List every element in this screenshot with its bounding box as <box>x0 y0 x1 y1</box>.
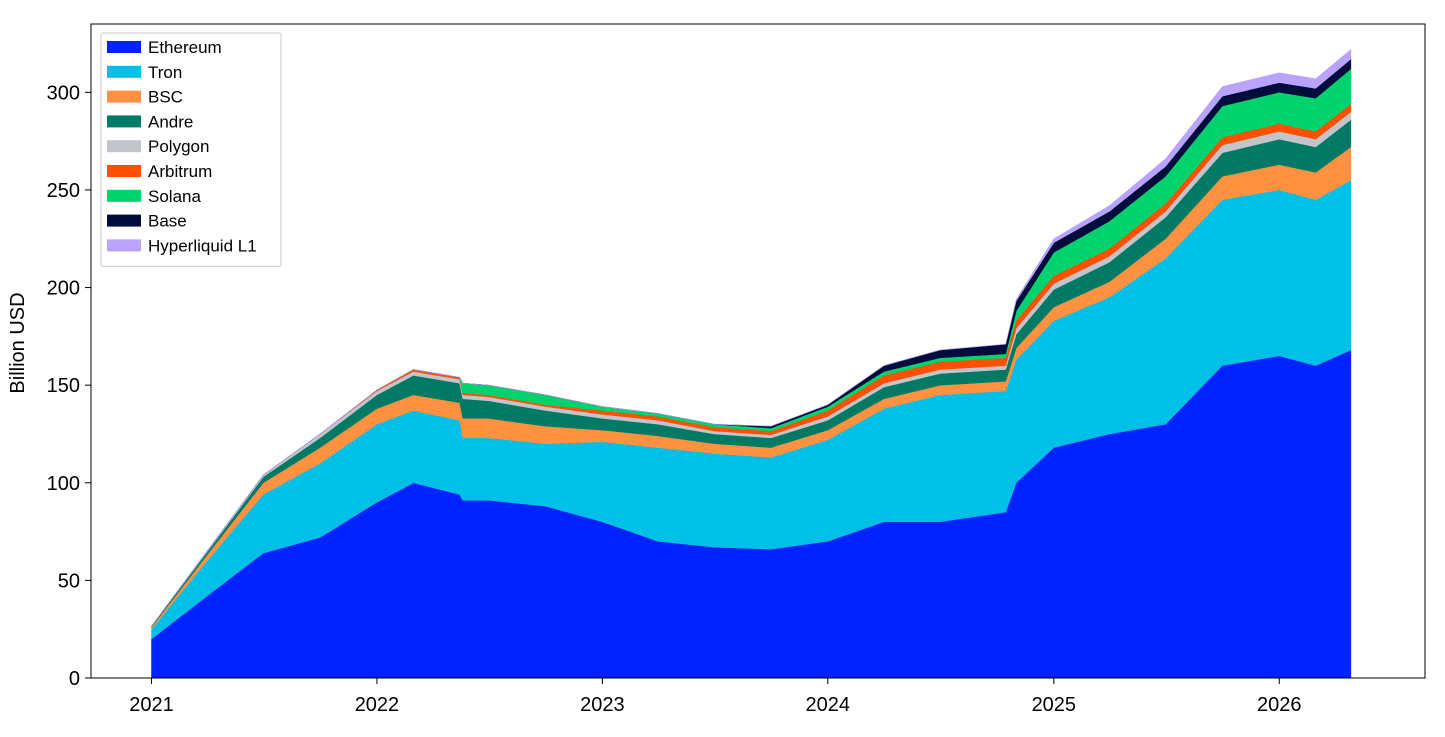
y-axis: 0 50 100 150 200 250 300 <box>47 82 91 690</box>
legend-swatch-tron <box>107 65 141 78</box>
legend-label-polygon: Polygon <box>148 137 209 156</box>
y-tick-label-150: 150 <box>47 375 80 397</box>
legend-label-solana: Solana <box>148 187 201 206</box>
x-tick-label-2024: 2024 <box>806 694 851 716</box>
x-tick-label-2023: 2023 <box>580 694 625 716</box>
x-axis: 2021 2022 2023 2024 2025 2026 <box>129 678 1301 716</box>
legend-label-andre: Andre <box>148 112 193 131</box>
legend-label-base: Base <box>148 212 187 231</box>
legend-swatch-bsc <box>107 90 141 103</box>
y-tick-label-300: 300 <box>47 82 80 104</box>
legend-swatch-solana <box>107 189 141 202</box>
area-hyperliquid-l1 <box>151 48 1352 627</box>
y-axis-title: Billion USD <box>7 292 29 393</box>
plot-frame <box>90 23 1426 679</box>
x-tick-label-2021: 2021 <box>129 694 174 716</box>
y-tick-label-200: 200 <box>47 278 80 300</box>
x-tick-label-2026: 2026 <box>1257 694 1302 716</box>
legend-box <box>100 32 282 267</box>
y-tick-label-0: 0 <box>69 668 80 690</box>
y-tick-label-100: 100 <box>47 473 80 495</box>
legend-swatch-hyperliquid-l1 <box>107 239 141 252</box>
legend-swatch-andre <box>107 115 141 128</box>
legend-label-bsc: BSC <box>148 88 183 107</box>
legend: Ethereum Tron BSC Andre Polygon Arbitrum Solan… <box>100 32 282 267</box>
legend-label-ethereum: Ethereum <box>148 38 222 57</box>
x-tick-label-2025: 2025 <box>1032 694 1077 716</box>
legend-swatch-arbitrum <box>107 165 141 177</box>
legend-label-arbitrum: Arbitrum <box>148 162 212 181</box>
legend-swatch-polygon <box>107 140 141 153</box>
legend-label-tron: Tron <box>148 63 182 82</box>
y-tick-label-50: 50 <box>58 570 80 592</box>
legend-swatch-base <box>107 214 141 227</box>
legend-swatch-ethereum <box>107 41 141 53</box>
x-tick-label-2022: 2022 <box>355 694 400 716</box>
plot-areas <box>151 48 1352 679</box>
y-tick-label-250: 250 <box>47 180 80 202</box>
legend-label-hyperliquid-l1: Hyperliquid L1 <box>148 236 257 255</box>
